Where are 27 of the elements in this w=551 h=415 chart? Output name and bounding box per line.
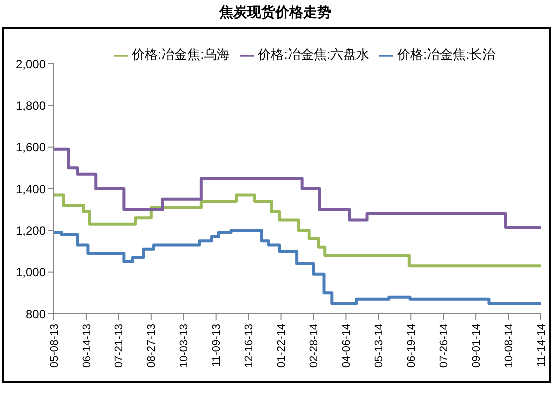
y-tick-label: 1,200 [16,224,46,238]
legend-label: 价格:冶金焦:长治 [397,47,496,62]
chart-title: 焦炭现货价格走势 [218,4,332,22]
x-tick-label: 07-21-13 [114,324,126,368]
x-tick-label: 11-14-14 [536,324,548,368]
x-tick-label: 11-09-13 [211,324,224,368]
x-tick-label: 06-19-14 [406,324,418,368]
x-tick-label: 10-03-13 [178,324,191,368]
x-tick-label: 01-22-14 [276,324,288,368]
x-tick-label: 08-27-13 [146,324,158,368]
y-tick-label: 800 [26,307,46,322]
x-tick-label: 07-26-14 [438,324,450,368]
x-tick-label: 12-16-13 [244,324,256,368]
x-tick-label: 09-01-14 [470,324,483,368]
y-tick-label: 1,600 [16,140,46,155]
x-tick-label: 04-06-14 [341,324,354,368]
legend-label: 价格:冶金焦:六盘水 [258,47,370,62]
x-tick-label: 06-14-13 [81,324,94,368]
x-tick-label: 05-08-13 [48,324,61,368]
x-tick-label: 02-28-14 [308,324,321,368]
y-tick-label: 1,000 [16,266,46,280]
legend-label: 价格:冶金焦:乌海 [132,47,230,62]
y-tick-label: 1,400 [16,182,46,196]
y-tick-label: 1,800 [16,98,46,113]
x-tick-label: 05-13-14 [373,324,386,368]
x-tick-label: 10-08-14 [503,324,516,368]
y-tick-label: 2,000 [16,57,46,72]
